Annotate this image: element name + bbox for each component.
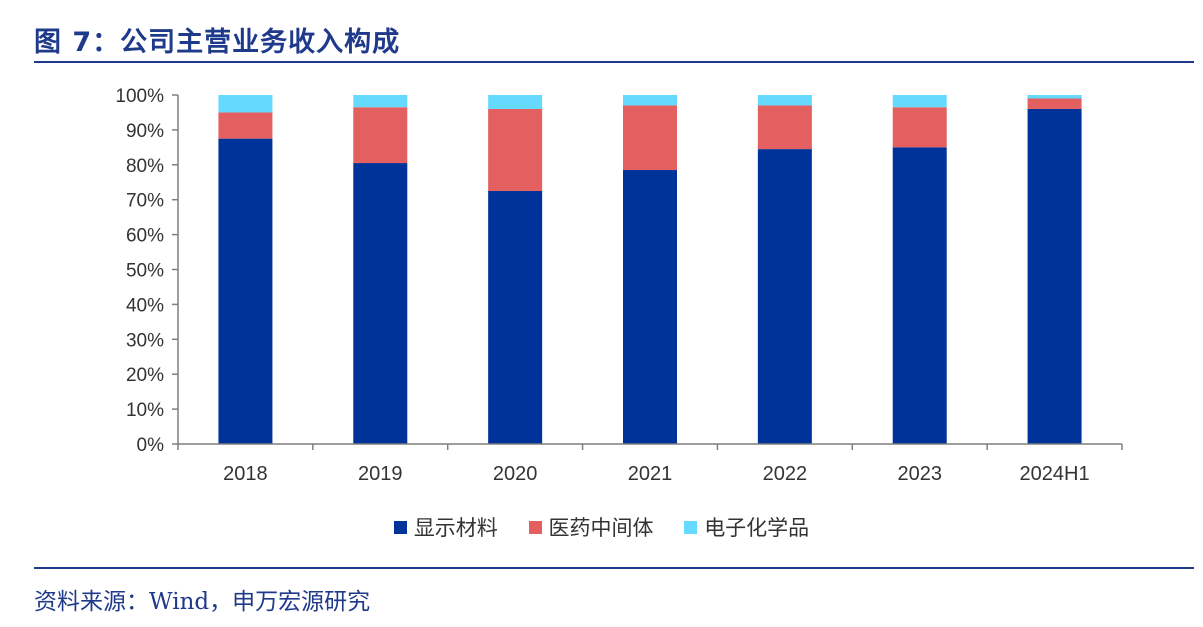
bar-2022-series-1 [757,149,812,444]
chart-legend: 显示材料 医药中间体 电子化学品 [0,512,1203,542]
bar-2023-series-1 [892,147,947,444]
bar-2020-series-2 [488,108,543,191]
bar-2019-series-1 [353,163,408,444]
legend-swatch-icon [684,520,698,534]
x-tick-label: 2020 [493,463,538,485]
bar-2024h1-series-2 [1027,98,1082,109]
legend-label: 医药中间体 [548,516,654,540]
y-tick-label: 50% [126,261,164,282]
source-note: 资料来源：Wind，申万宏源研究 [34,589,371,615]
bar-2019-series-3 [353,95,408,108]
legend-swatch-icon [393,520,407,534]
legend-label: 电子化学品 [704,516,810,540]
bar-2018-series-2 [218,112,273,139]
stacked-bar-chart: 0% 10% 20% 30% 40% 50% 60% 70% 80% 90% 100% 2018 201… [115,86,1123,485]
bar-2024h1-series-1 [1027,108,1082,445]
bar-2021-series-1 [623,170,677,444]
y-tick-label: 20% [126,365,164,386]
x-tick-label: 2024H1 [1020,463,1090,485]
title-divider [34,61,1194,63]
y-tick-label: 100% [115,86,164,107]
bar-2018-series-3 [218,95,273,113]
bar-2021-series-3 [623,95,677,106]
bar-2022-series-3 [757,95,812,106]
bar-2022-series-2 [757,105,812,150]
x-tick-label: 2022 [763,463,808,485]
y-tick-label: 80% [126,156,164,177]
page-title: 图 7：公司主营业务收入构成 [34,27,401,58]
x-tick-label: 2018 [223,463,268,485]
bar-2021-series-2 [623,105,677,171]
bar-2024h1-series-3 [1027,95,1082,99]
y-tick-label: 60% [126,226,164,247]
y-tick-label: 30% [126,330,164,351]
bar-2023-series-3 [892,95,947,108]
y-tick-label: 90% [126,121,164,142]
bar-2018-series-1 [218,138,273,444]
y-tick-label: 70% [126,191,164,212]
legend-swatch-icon [528,520,542,534]
bar-2023-series-2 [892,107,947,148]
legend-item-pharma-intermediates: 医药中间体 [528,512,654,542]
x-tick-label: 2019 [358,463,403,485]
footer-divider [34,567,1194,569]
bar-2019-series-2 [353,107,408,164]
x-tick-label: 2023 [897,463,942,485]
y-tick-label: 0% [137,435,165,456]
legend-item-electronic-chemicals: 电子化学品 [684,512,809,542]
y-tick-label: 40% [126,295,164,316]
y-tick-label: 10% [126,400,164,421]
bar-2020-series-1 [488,190,543,444]
x-tick-label: 2021 [628,463,673,485]
legend-item-display-materials: 显示材料 [393,512,498,542]
legend-label: 显示材料 [413,516,498,540]
bar-2020-series-3 [488,95,543,109]
